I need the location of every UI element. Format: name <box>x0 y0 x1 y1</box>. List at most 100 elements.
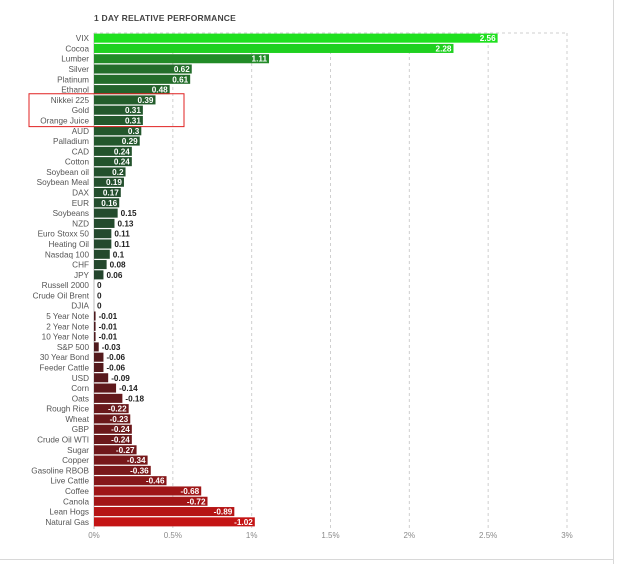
bar <box>94 167 126 177</box>
bar <box>94 404 129 414</box>
category-label: Live Cattle <box>50 477 89 486</box>
value-label: 0.39 <box>138 96 154 105</box>
value-label: -0.01 <box>99 333 118 342</box>
value-label: 0 <box>97 281 102 290</box>
value-label: -0.18 <box>125 394 144 403</box>
bar <box>94 260 107 270</box>
bar <box>94 424 132 434</box>
value-label: 0.11 <box>114 240 130 249</box>
value-label: 0.19 <box>106 178 122 187</box>
value-label: 0.08 <box>110 261 126 270</box>
x-tick-label: 2% <box>404 531 416 540</box>
bar <box>94 507 235 517</box>
category-label: Crude Oil WTI <box>37 436 89 445</box>
category-label: Soybean Meal <box>37 178 90 187</box>
value-label: -0.06 <box>106 353 125 362</box>
bar <box>94 95 156 105</box>
value-label: -0.36 <box>130 466 149 475</box>
value-label: -0.01 <box>99 312 118 321</box>
bar <box>94 33 498 43</box>
value-label: -0.89 <box>214 508 233 517</box>
x-tick-label: 0% <box>88 531 100 540</box>
bar <box>94 465 151 475</box>
bar <box>94 187 121 198</box>
bar <box>94 54 270 64</box>
x-tick-label: 1% <box>246 531 258 540</box>
category-label: Corn <box>71 384 89 393</box>
bar <box>94 64 192 74</box>
value-label: 0.29 <box>122 137 138 146</box>
value-label: 1.11 <box>252 55 268 64</box>
bar <box>94 115 143 126</box>
category-label: 5 Year Note <box>46 312 89 321</box>
bar <box>94 157 132 167</box>
category-label: Crude Oil Brent <box>33 291 90 300</box>
category-label: Lean Hogs <box>49 508 89 517</box>
category-label: Canola <box>63 497 89 506</box>
value-label: -0.34 <box>127 456 146 465</box>
value-label: 0.24 <box>114 158 130 167</box>
value-label: -0.03 <box>102 343 121 352</box>
category-label: Platinum <box>57 75 89 84</box>
category-label: DAX <box>72 189 89 198</box>
value-label: 0 <box>97 291 102 300</box>
value-label: 0.48 <box>152 86 168 95</box>
bar <box>94 136 140 146</box>
highlight-box <box>28 93 185 128</box>
bar <box>94 311 96 321</box>
value-label: -1.02 <box>234 518 253 527</box>
value-label: 0.31 <box>125 116 141 125</box>
value-label: 0.31 <box>125 106 141 115</box>
bar <box>94 362 104 373</box>
value-label: -0.27 <box>116 446 135 455</box>
category-label: USD <box>72 374 89 383</box>
bar <box>94 373 109 383</box>
frame-border-bottom <box>0 559 613 560</box>
bar <box>94 445 137 455</box>
value-label: 0.17 <box>103 189 119 198</box>
bar <box>94 43 454 53</box>
value-label: 0.13 <box>117 219 133 228</box>
category-label: CHF <box>72 261 89 270</box>
category-label: Orange Juice <box>40 116 89 125</box>
category-label: Soybean oil <box>46 168 89 177</box>
value-label: 0.15 <box>121 209 137 218</box>
category-label: EUR <box>72 199 89 208</box>
category-label: Gasoline RBOB <box>31 466 89 475</box>
bar <box>94 218 115 228</box>
bar <box>94 342 99 352</box>
category-label: VIX <box>76 34 90 43</box>
bar <box>94 208 118 218</box>
category-label: Russell 2000 <box>42 281 90 290</box>
category-label: JPY <box>74 271 90 280</box>
value-label: -0.14 <box>119 384 138 393</box>
bar <box>94 249 110 259</box>
category-label: Ethanol <box>61 86 89 95</box>
bar <box>94 105 143 115</box>
category-label: Natural Gas <box>45 518 89 527</box>
value-label: 0 <box>97 302 102 311</box>
frame-border-right <box>613 0 614 564</box>
bar <box>94 414 131 424</box>
value-label: 0.62 <box>174 65 190 74</box>
value-label: 0.61 <box>172 75 188 84</box>
category-label: Heating Oil <box>48 240 89 249</box>
value-label: 0.11 <box>114 230 130 239</box>
x-tick-label: 1.5% <box>321 531 339 540</box>
category-label: Rough Rice <box>46 405 89 414</box>
category-label: DJIA <box>71 302 89 311</box>
value-label: 0.06 <box>106 271 122 280</box>
bar <box>94 229 112 239</box>
bar <box>94 177 124 187</box>
bar <box>94 198 120 208</box>
category-label: S&P 500 <box>57 343 90 352</box>
category-label: Cocoa <box>65 44 89 53</box>
value-label: 0.24 <box>114 147 130 156</box>
category-label: Silver <box>69 65 90 74</box>
category-label: CAD <box>72 147 89 156</box>
category-label: Oats <box>72 394 89 403</box>
category-label: Copper <box>62 456 89 465</box>
category-label: 30 Year Bond <box>40 353 90 362</box>
bar <box>94 486 202 496</box>
category-label: Sugar <box>67 446 89 455</box>
